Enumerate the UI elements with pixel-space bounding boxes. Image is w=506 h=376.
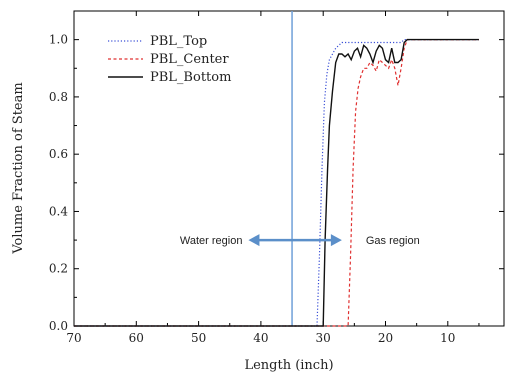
x-tick-label: 70 [66, 331, 81, 345]
region-arrow-head-left [248, 234, 260, 247]
region-arrow-head-right [330, 234, 342, 247]
series-line-0 [74, 38, 479, 327]
x-tick-label: 40 [253, 331, 268, 345]
x-tick-label: 50 [191, 331, 206, 345]
x-tick-label: 20 [378, 331, 393, 345]
y-tick-label: 0.8 [49, 90, 68, 104]
y-tick-label: 1.0 [49, 33, 68, 47]
y-axis: 0.0 0.2 0.4 0.6 0.8 1.0 [49, 10, 504, 333]
x-tick-label: 60 [129, 331, 144, 345]
x-tick-label: 30 [316, 331, 331, 345]
legend-label-0: PBL_Top [150, 34, 207, 49]
y-tick-label: 0.0 [49, 319, 68, 333]
legend-label-2: PBL_Bottom [150, 70, 231, 85]
series-layer [74, 38, 479, 327]
legend-label-1: PBL_Center [150, 52, 229, 67]
gas-region-label: Gas region [366, 235, 420, 247]
y-tick-label: 0.2 [49, 262, 68, 276]
x-axis-title: Length (inch) [244, 358, 333, 373]
y-axis-title: Volume Fraction of Steam [11, 82, 26, 254]
series-line-2 [74, 38, 479, 327]
region-annotation: Water region Gas region [180, 234, 420, 247]
plot-frame [73, 10, 505, 327]
x-axis: 706050403020100 [66, 11, 480, 345]
series-line-1 [74, 38, 479, 327]
legend: PBL_Top PBL_Center PBL_Bottom [108, 34, 231, 85]
y-tick-label: 0.6 [49, 147, 68, 161]
x-tick-label: 10 [440, 331, 455, 345]
water-region-label: Water region [180, 235, 243, 247]
y-tick-label: 0.4 [49, 204, 68, 218]
